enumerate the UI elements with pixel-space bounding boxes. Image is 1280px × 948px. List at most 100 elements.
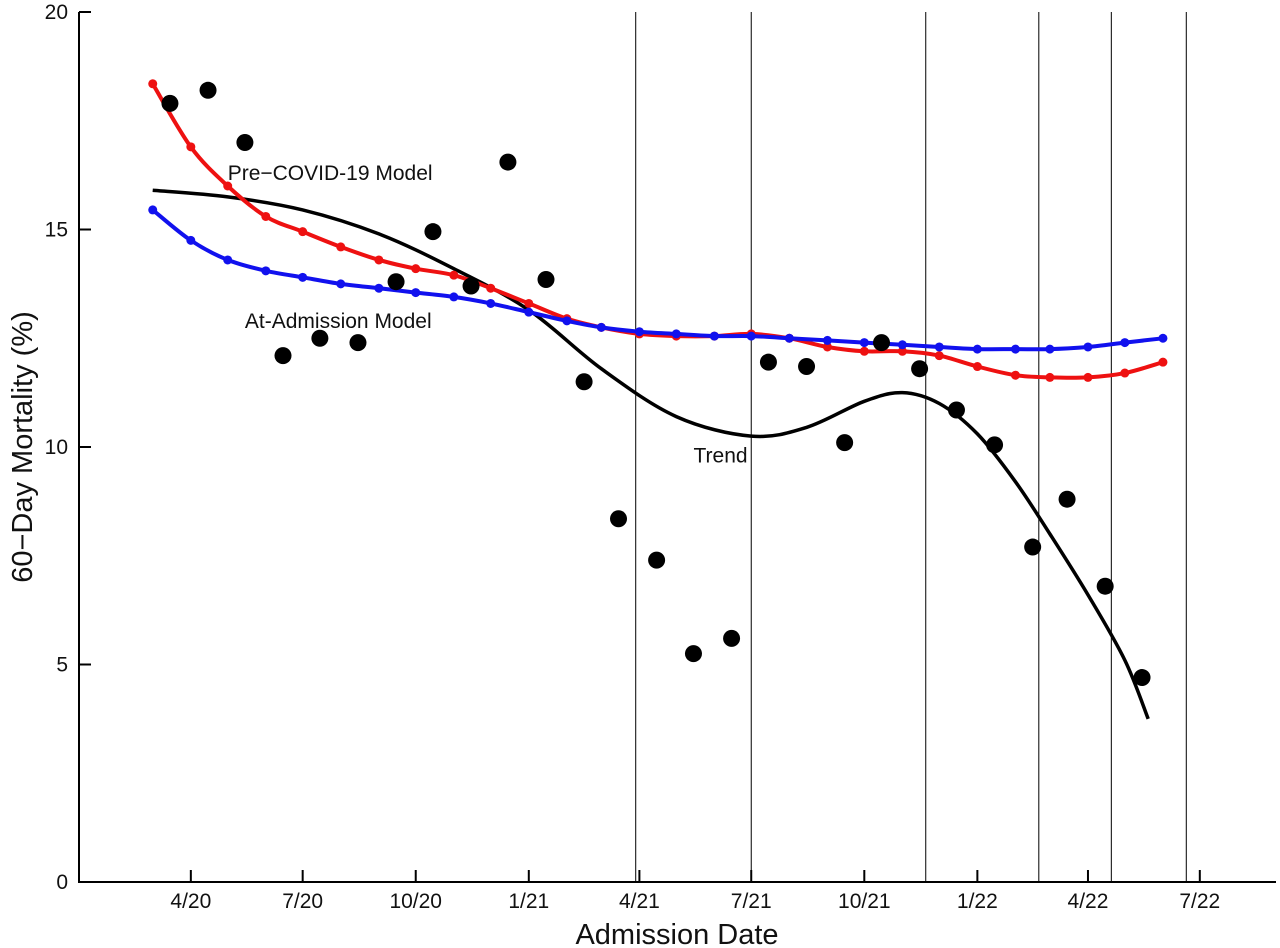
observed-point — [311, 329, 329, 347]
x-axis-title: Admission Date — [575, 919, 778, 948]
observed-points-layer — [161, 81, 1151, 687]
at-admission-model-point — [1083, 342, 1093, 352]
at-admission-model-point — [524, 307, 534, 317]
pre-covid-19-model-point — [897, 346, 907, 356]
observed-point — [462, 277, 480, 295]
observed-point — [387, 273, 405, 291]
annotation-label: Trend — [693, 445, 747, 468]
x-tick-label: 4/22 — [1068, 890, 1109, 913]
at-admission-model-point — [1120, 338, 1130, 348]
at-admission-model-point — [1010, 344, 1020, 354]
pre-covid-19-model-point — [374, 255, 384, 265]
observed-point — [723, 629, 741, 647]
observed-point — [1024, 538, 1042, 556]
x-tick-label: 10/20 — [389, 890, 442, 913]
observed-point — [684, 645, 702, 663]
pre-covid-19-model-point — [822, 342, 832, 352]
observed-point — [798, 358, 816, 376]
pre-covid-19-model-line — [150, 82, 1164, 380]
x-tick-label: 7/22 — [1179, 890, 1220, 913]
observed-point — [610, 510, 628, 528]
trend-line — [152, 188, 1150, 720]
at-admission-model-point — [298, 272, 308, 282]
observed-point — [1058, 490, 1076, 508]
pre-covid-19-model-point — [1120, 368, 1130, 378]
annotation-label: Pre−COVID-19 Model — [228, 162, 433, 185]
at-admission-model-point — [449, 292, 459, 302]
axes — [78, 12, 1276, 883]
pre-covid-19-model-point — [336, 242, 346, 252]
pre-covid-19-model-point — [1083, 372, 1093, 382]
observed-point — [161, 94, 179, 112]
at-admission-model-point — [1158, 333, 1168, 343]
x-tick-label: 1/22 — [957, 890, 998, 913]
x-tick-label: 4/20 — [170, 890, 211, 913]
x-tick-label: 4/21 — [619, 890, 660, 913]
annotations: Pre−COVID-19 Model At-Admission Model Tren… — [228, 162, 748, 468]
pre-covid-19-model-point — [859, 346, 869, 356]
at-admission-model-point — [746, 331, 756, 341]
at-admission-model-point — [186, 235, 196, 245]
y-axis-title: 60−Day Mortality (%) — [7, 311, 39, 583]
at-admission-model-point — [411, 288, 421, 298]
vertical-reference-lines — [635, 12, 1187, 882]
at-admission-model-point — [1045, 344, 1055, 354]
observed-point — [499, 153, 517, 171]
at-admission-model-point — [223, 255, 233, 265]
pre-covid-19-model-point — [261, 211, 271, 221]
at-admission-model-point — [596, 322, 606, 332]
observed-point — [648, 551, 666, 569]
pre-covid-19-model-point — [411, 264, 421, 274]
pre-covid-19-model-point — [486, 283, 496, 293]
observed-point — [873, 334, 891, 352]
observed-point — [274, 347, 292, 365]
at-admission-model-series — [148, 205, 1168, 354]
observed-point — [1133, 669, 1151, 687]
at-admission-model-point — [261, 266, 271, 276]
at-admission-model-point — [822, 335, 832, 345]
observed-point — [911, 360, 929, 378]
at-admission-model-point — [934, 342, 944, 352]
observed-point — [947, 401, 965, 419]
at-admission-model-point — [374, 283, 384, 293]
observed-point — [424, 223, 442, 241]
y-tick-label: 0 — [56, 871, 68, 894]
at-admission-model-point — [709, 331, 719, 341]
at-admission-model-point — [148, 205, 158, 215]
at-admission-model-line — [151, 208, 1164, 352]
pre-covid-19-model-point — [223, 181, 233, 191]
observed-point — [537, 271, 555, 289]
pre-covid-19-model-point — [1010, 370, 1020, 380]
at-admission-model-point — [784, 333, 794, 343]
at-admission-model-point — [972, 344, 982, 354]
observed-point — [575, 373, 593, 391]
observed-point — [236, 134, 254, 151]
pre-covid-19-model-point — [1045, 372, 1055, 382]
pre-covid-19-model-series — [148, 79, 1168, 382]
x-tick-label: 10/21 — [838, 890, 891, 913]
y-ticks: 0 5 10 15 20 — [45, 1, 91, 894]
trend-layer — [152, 188, 1150, 720]
observed-point — [836, 434, 854, 452]
x-tick-label: 7/21 — [731, 890, 772, 913]
observed-point — [986, 436, 1004, 454]
x-ticks: 4/20 7/20 10/20 1/21 4/21 7/21 10/21 1/22 4/22 7/… — [170, 870, 1220, 913]
at-admission-model-point — [897, 340, 907, 350]
pre-covid-19-model-point — [186, 142, 196, 152]
model-layers — [148, 79, 1168, 382]
at-admission-model-point — [336, 279, 346, 289]
pre-covid-19-model-point — [298, 227, 308, 237]
x-tick-label: 7/20 — [282, 890, 323, 913]
y-tick-label: 15 — [45, 219, 68, 242]
at-admission-model-point — [634, 327, 644, 337]
annotation-label: At-Admission Model — [245, 310, 432, 333]
observed-point — [349, 334, 367, 352]
pre-covid-19-model-point — [524, 298, 534, 308]
observed-point — [1096, 577, 1114, 595]
y-tick-label: 5 — [56, 654, 68, 677]
pre-covid-19-model-point — [972, 362, 982, 372]
observed-point — [199, 81, 217, 99]
pre-covid-19-model-point — [449, 270, 459, 280]
at-admission-model-point — [671, 329, 681, 339]
